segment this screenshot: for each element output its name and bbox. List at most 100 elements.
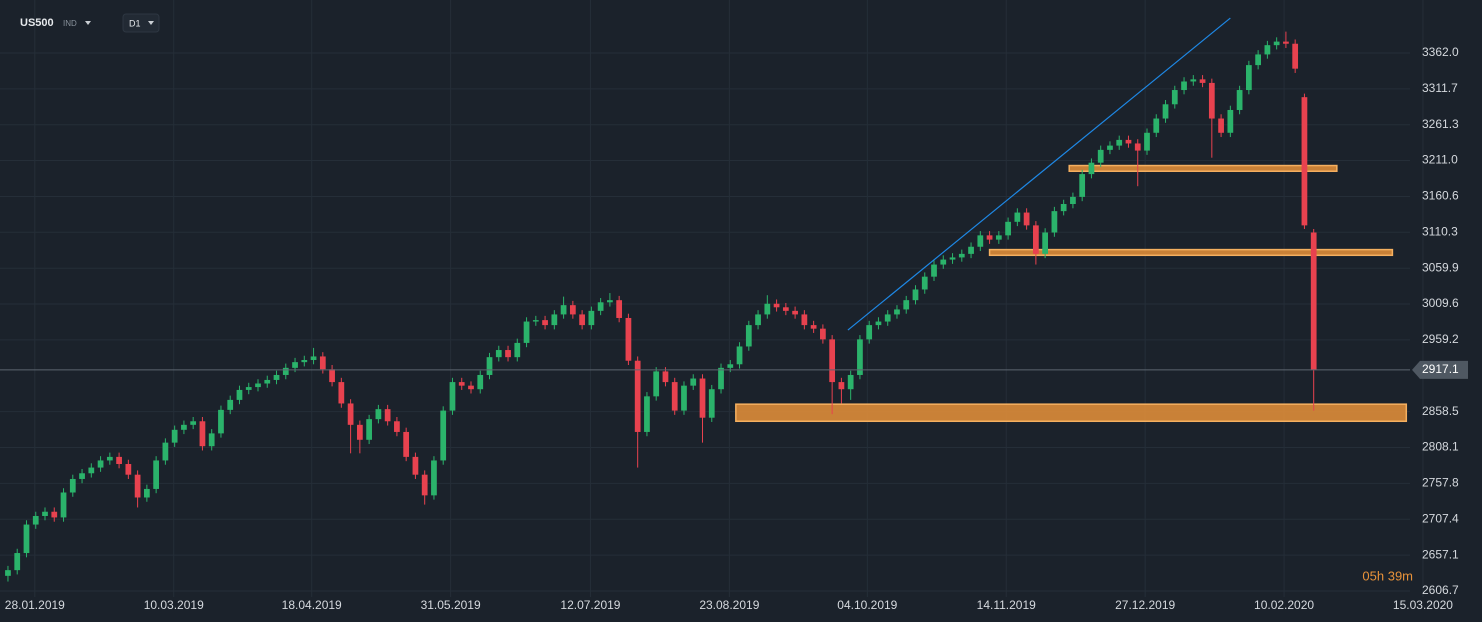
instrument-type[interactable]: IND xyxy=(63,19,77,28)
candle-body xyxy=(792,310,798,315)
candle-body xyxy=(394,421,400,432)
candle-body xyxy=(1023,212,1030,226)
candle-body xyxy=(1042,232,1049,254)
candle-body xyxy=(773,303,780,308)
candle-body xyxy=(1292,43,1299,69)
candle-body xyxy=(32,516,39,525)
candle-body xyxy=(940,259,947,265)
candle-body xyxy=(727,364,734,368)
candle-body xyxy=(718,367,724,390)
candle-body xyxy=(569,305,576,315)
candle-body xyxy=(847,374,854,390)
candle-body xyxy=(356,424,363,440)
candle-body xyxy=(190,421,197,425)
candle-body xyxy=(264,379,271,384)
candle-body xyxy=(736,346,743,365)
candle-body xyxy=(468,385,474,390)
candle-body xyxy=(292,362,298,368)
symbol[interactable]: US500 xyxy=(20,17,54,29)
candle-body xyxy=(820,328,826,340)
candle-body xyxy=(255,383,261,388)
candle-body xyxy=(634,360,641,432)
candle-body xyxy=(1014,212,1021,222)
y-tick-label: 3059.9 xyxy=(1422,260,1459,274)
candle-body xyxy=(1190,79,1197,82)
candle-body xyxy=(431,460,437,496)
candle-body xyxy=(181,424,187,430)
y-tick-label: 2657.1 xyxy=(1422,547,1459,561)
candle-body xyxy=(366,419,372,440)
timeframe[interactable]: D1 xyxy=(129,18,141,28)
candle-body xyxy=(1107,145,1113,150)
candle-body xyxy=(1033,225,1039,254)
candle-body xyxy=(23,524,30,554)
x-tick-label: 27.12.2019 xyxy=(1115,598,1175,612)
y-tick-label: 3362.0 xyxy=(1422,45,1459,59)
timeframe-button[interactable] xyxy=(122,13,160,33)
x-tick-label: 10.02.2020 xyxy=(1254,598,1314,612)
support-zone xyxy=(735,403,1408,423)
y-tick-label: 2707.4 xyxy=(1422,511,1459,525)
candle-body xyxy=(1208,82,1215,119)
candle-body xyxy=(653,371,660,397)
candle-body xyxy=(857,339,863,375)
dropdown-arrow[interactable] xyxy=(148,21,154,25)
candle-body xyxy=(1264,45,1271,55)
y-tick-label: 2858.5 xyxy=(1422,404,1459,418)
candle-body xyxy=(903,300,910,310)
candle-body xyxy=(690,378,697,386)
candle-body xyxy=(125,464,132,475)
candle-body xyxy=(745,325,752,347)
candle-body xyxy=(921,276,928,290)
candle-body xyxy=(134,474,141,498)
candle-body xyxy=(810,325,817,329)
x-tick-label: 04.10.2019 xyxy=(837,598,897,612)
candle-body xyxy=(421,474,428,496)
candle-body xyxy=(801,314,808,326)
candle-body xyxy=(440,410,447,461)
x-tick-label: 23.08.2019 xyxy=(699,598,759,612)
candle-body xyxy=(273,374,280,380)
y-tick-label: 2606.7 xyxy=(1422,583,1459,597)
y-tick-label: 3160.6 xyxy=(1422,189,1459,203)
candle-body xyxy=(375,409,382,420)
x-tick-label: 14.11.2019 xyxy=(977,598,1036,612)
candle-body xyxy=(662,371,669,383)
candle-body xyxy=(1144,132,1150,151)
candle-body xyxy=(69,478,76,493)
candle-body xyxy=(1162,104,1169,119)
candle-body xyxy=(588,310,595,326)
candle-body xyxy=(51,511,58,518)
candle-body xyxy=(495,350,502,358)
candle-body xyxy=(1079,174,1086,197)
candle-body xyxy=(958,253,965,258)
candle-body xyxy=(384,409,391,422)
y-tick-label: 2808.1 xyxy=(1422,440,1459,454)
candle-body xyxy=(1255,54,1261,66)
candle-body xyxy=(60,492,67,518)
candle-body xyxy=(199,421,206,447)
candle-body xyxy=(1199,79,1206,83)
candle-body xyxy=(486,357,493,375)
candle-body xyxy=(968,246,974,254)
x-tick-label: 28.01.2019 xyxy=(5,598,65,612)
candle-body xyxy=(995,235,1002,240)
candle-body xyxy=(523,321,530,343)
candle-body xyxy=(1134,143,1141,151)
candle-body xyxy=(542,320,548,326)
candle-body xyxy=(227,399,234,410)
candle-body xyxy=(607,300,613,303)
candle-body xyxy=(1245,65,1252,91)
candle-body xyxy=(1153,118,1160,133)
candle-body xyxy=(218,409,224,434)
last-price-box xyxy=(1412,360,1468,379)
x-tick-label: 12.07.2019 xyxy=(560,598,620,612)
x-tick-label: 10.03.2019 xyxy=(144,598,204,612)
candle-body xyxy=(644,396,650,432)
candle-body xyxy=(866,325,873,340)
candle-body xyxy=(1051,211,1058,233)
dropdown-arrow[interactable] xyxy=(85,21,91,25)
candle-body xyxy=(42,511,48,517)
